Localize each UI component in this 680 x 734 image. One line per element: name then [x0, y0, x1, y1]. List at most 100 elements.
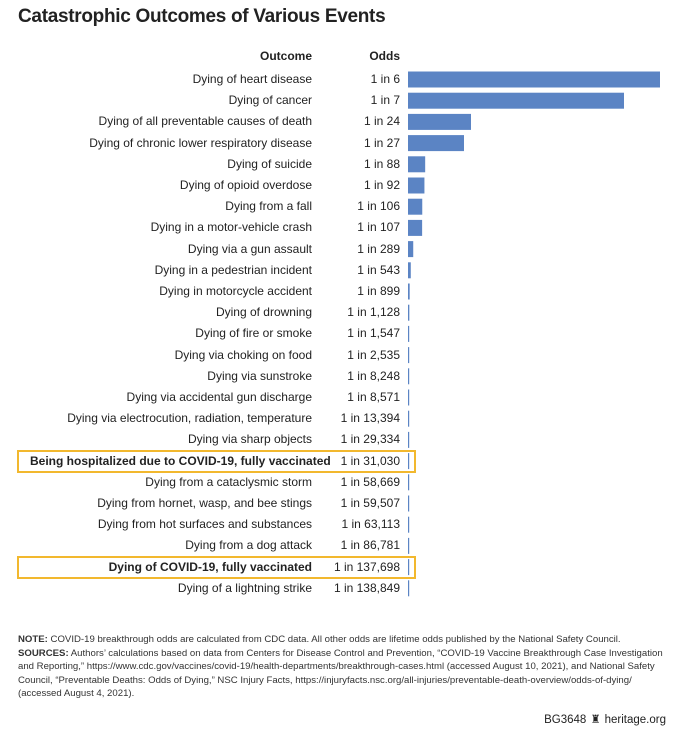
odds-label: 1 in 13,394	[340, 411, 400, 426]
chart-row: Dying of heart disease 1 in 6	[0, 69, 680, 90]
outcome-column-header: Outcome	[259, 49, 312, 63]
odds-label: 1 in 2,535	[347, 347, 400, 362]
odds-label: 1 in 8,571	[347, 390, 400, 404]
outcome-label: Dying of cancer	[228, 93, 312, 108]
chart-row: Dying of all preventable causes of death…	[0, 111, 680, 132]
bar	[408, 325, 410, 342]
outcome-label: Dying via choking on food	[174, 347, 312, 362]
bar	[408, 113, 471, 130]
outcome-label: Dying in a motor-vehicle crash	[150, 220, 312, 235]
odds-label: 1 in 63,113	[341, 517, 401, 532]
chart-row: Dying via accidental gun discharge 1 in 8…	[0, 387, 680, 408]
chart-row: Dying of fire or smoke 1 in 1,547	[0, 323, 680, 344]
highlight-box	[17, 555, 416, 579]
odds-label: 1 in 58,669	[340, 474, 400, 489]
site-link[interactable]: heritage.org	[604, 714, 666, 726]
chart-row: Dying from hot surfaces and substances 1 …	[0, 514, 680, 535]
odds-label: 1 in 899	[357, 284, 400, 298]
highlight-box	[17, 449, 416, 473]
bar	[408, 368, 410, 385]
odds-label: 1 in 59,507	[340, 496, 400, 510]
outcome-label: Dying from hornet, wasp, and bee stings	[97, 496, 312, 510]
bar	[408, 580, 410, 597]
chart-row: Dying of cancer 1 in 7	[0, 90, 680, 111]
note-label: NOTE:	[18, 634, 48, 645]
outcome-label: Dying from a fall	[225, 199, 312, 214]
odds-label: 1 in 289	[357, 241, 400, 256]
odds-label: 1 in 137,698	[333, 559, 400, 574]
bar	[408, 241, 414, 258]
bar	[408, 219, 423, 236]
odds-label: 1 in 88	[363, 156, 400, 171]
chart-row: Dying of COVID-19, fully vaccinated 1 in …	[0, 557, 680, 578]
outcome-label: Dying via sharp objects	[187, 432, 312, 447]
bar	[408, 453, 410, 470]
chart-row: Dying via choking on food 1 in 2,535	[0, 345, 680, 366]
odds-label: 1 in 107	[357, 220, 400, 235]
bar	[408, 559, 410, 576]
odds-label: 1 in 27	[363, 135, 400, 150]
outcome-label: Dying of drowning	[215, 305, 312, 320]
bar	[408, 516, 410, 533]
chart-row: Dying from a dog attack 1 in 86,781	[0, 535, 680, 556]
outcome-label: Dying of chronic lower respiratory disea…	[89, 135, 312, 150]
bar	[408, 156, 426, 173]
outcome-label: Dying of fire or smoke	[195, 326, 312, 341]
bar	[408, 262, 411, 279]
note-text: COVID-19 breakthrough odds are calculate…	[47, 634, 621, 645]
bar	[408, 389, 410, 406]
outcome-label: Being hospitalized due to COVID-19, full…	[30, 453, 331, 468]
chart-row: Dying via sharp objects 1 in 29,334	[0, 429, 680, 450]
bar	[408, 537, 410, 554]
chart-row: Dying via electrocution, radiation, temp…	[0, 408, 680, 429]
odds-label: 1 in 543	[357, 262, 400, 277]
chart-row: Dying from a fall 1 in 106	[0, 196, 680, 217]
bar	[408, 410, 410, 427]
chart-row: Dying from a cataclysmic storm 1 in 58,66…	[0, 472, 680, 493]
bar	[408, 198, 423, 215]
odds-column-header: Odds	[369, 49, 400, 63]
bar	[408, 92, 624, 109]
bar	[408, 474, 410, 491]
outcome-label: Dying via a gun assault	[187, 241, 312, 256]
odds-label: 1 in 86,781	[340, 538, 400, 553]
odds-label: 1 in 8,248	[347, 368, 400, 383]
sources-label: SOURCES:	[18, 647, 69, 659]
chart-row: Dying from hornet, wasp, and bee stings 1…	[0, 493, 680, 514]
chart-row: Dying in a motor-vehicle crash 1 in 107	[0, 217, 680, 238]
chart-row: Dying in motorcycle accident 1 in 899	[0, 281, 680, 302]
odds-label: 1 in 29,334	[340, 432, 400, 447]
outcome-label: Dying of heart disease	[192, 72, 312, 86]
outcome-label: Dying via accidental gun discharge	[126, 390, 312, 404]
outcome-label: Dying of a lightning strike	[177, 580, 312, 595]
bar	[408, 177, 425, 194]
odds-label: 1 in 7	[370, 93, 400, 108]
odds-label: 1 in 92	[363, 178, 400, 192]
odds-label: 1 in 138,849	[333, 580, 400, 595]
outcome-label: Dying from a dog attack	[185, 538, 312, 553]
odds-label: 1 in 106	[357, 199, 400, 214]
odds-label: 1 in 24	[363, 114, 400, 129]
outcome-label: Dying of suicide	[227, 156, 312, 171]
outcome-label: Dying via electrocution, radiation, temp…	[67, 411, 312, 426]
chart-row: Dying of opioid overdose 1 in 92	[0, 175, 680, 196]
outcome-label: Dying in a pedestrian incident	[154, 262, 312, 277]
bar	[408, 135, 464, 152]
chart-row: Dying of a lightning strike 1 in 138,849	[0, 578, 680, 599]
chart-row: Dying via sunstroke 1 in 8,248	[0, 366, 680, 387]
chart-row: Dying via a gun assault 1 in 289	[0, 239, 680, 260]
footer: BG3648 ♜ heritage.org	[544, 712, 666, 726]
outcome-label: Dying of opioid overdose	[179, 178, 312, 192]
bar	[408, 495, 410, 512]
odds-label: 1 in 1,128	[347, 305, 400, 320]
chart-row: Dying of drowning 1 in 1,128	[0, 302, 680, 323]
chart-row: Dying of suicide 1 in 88	[0, 154, 680, 175]
report-code: BG3648	[544, 714, 587, 726]
bar-chart	[408, 71, 660, 597]
odds-label: 1 in 6	[370, 72, 400, 86]
outcome-label: Dying via sunstroke	[207, 368, 312, 383]
bar	[408, 283, 410, 300]
bar	[408, 304, 410, 321]
chart-row: Being hospitalized due to COVID-19, full…	[0, 451, 680, 472]
bar	[408, 347, 410, 364]
